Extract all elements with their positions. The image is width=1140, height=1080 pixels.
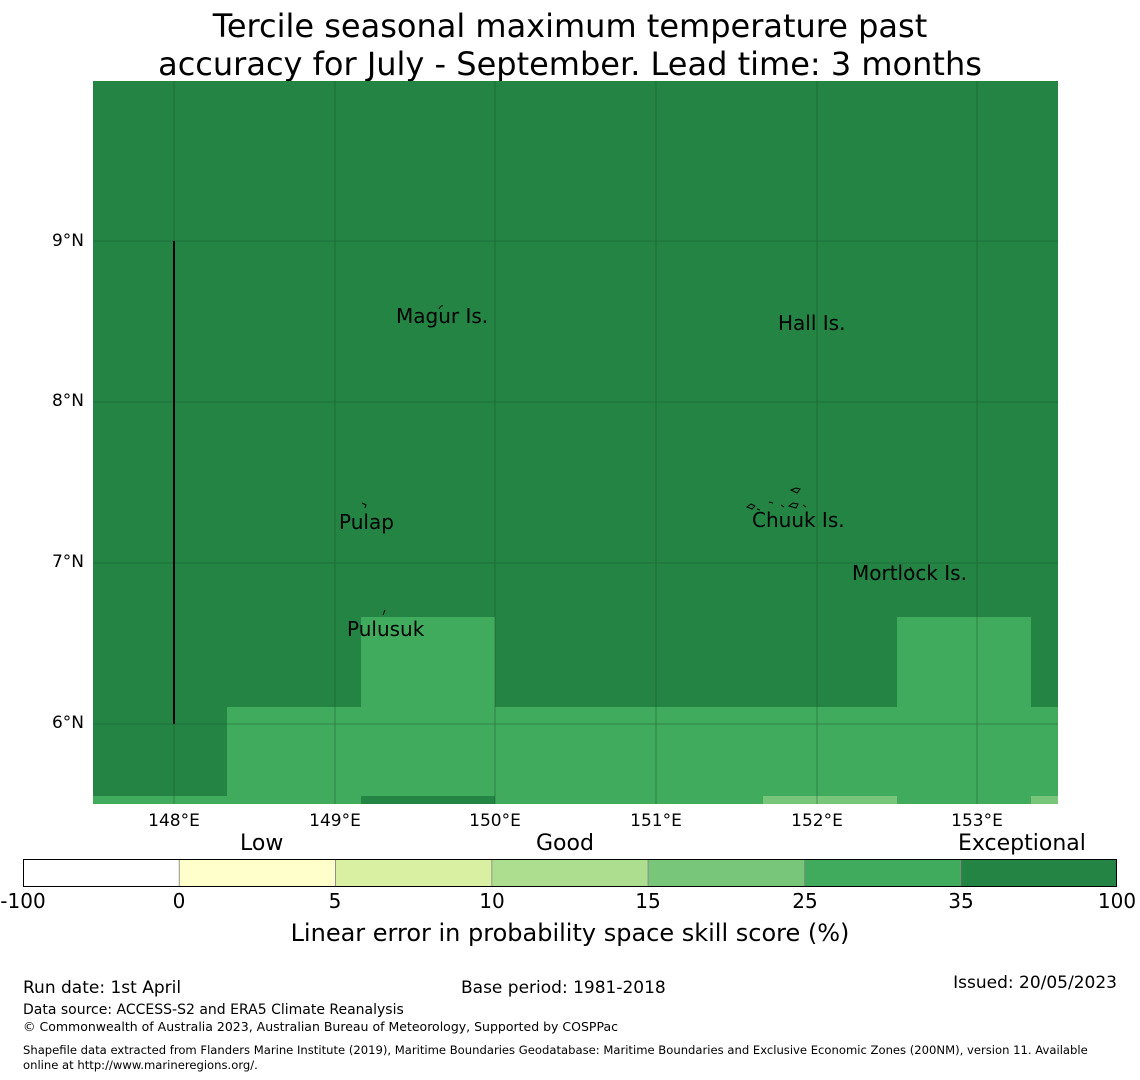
run-date: Run date: 1st April (23, 978, 182, 998)
colorbar-tick-label: -100 (0, 889, 46, 913)
lon-label-153e: 153°E (951, 811, 1003, 831)
skill-cell-exceptional-south (361, 796, 495, 804)
lat-label-8n: 8°N (51, 391, 84, 411)
colorbar-segment (23, 859, 180, 887)
colorbar-title: Linear error in probability space skill … (290, 919, 850, 947)
issued-date: Issued: 20/05/2023 (953, 973, 1117, 993)
colorbar-segment (491, 859, 649, 887)
colorbar-segment (335, 859, 493, 887)
colorbar-segment (178, 859, 336, 887)
lon-label-148e: 148°E (148, 811, 200, 831)
chart-title: Tercile seasonal maximum temperature pas… (0, 7, 1140, 83)
place-label-chuuk: Chuuk Is. (752, 508, 845, 532)
place-label-mortlock: Mortlock Is. (852, 561, 967, 585)
colorbar-label-low: Low (240, 831, 284, 856)
lon-label-152e: 152°E (791, 811, 843, 831)
colorbar (23, 859, 1117, 887)
title-line-1: Tercile seasonal maximum temperature pas… (212, 7, 928, 45)
place-label-magur: Magur Is. (396, 304, 488, 328)
colorbar-segment (647, 859, 805, 887)
colorbar-tick-label: 35 (948, 889, 974, 913)
colorbar-tick-label: 10 (479, 889, 505, 913)
colorbar-tick-label: 100 (1097, 889, 1137, 913)
colorbar-tick-label: 15 (635, 889, 661, 913)
colorbar-border (23, 859, 1117, 887)
colorbar-tick-label: 5 (328, 889, 342, 913)
lon-label-150e: 150°E (469, 811, 521, 831)
colorbar-tick-label: 25 (792, 889, 818, 913)
copyright: © Commonwealth of Australia 2023, Austra… (23, 1019, 618, 1034)
place-label-hall: Hall Is. (778, 311, 845, 335)
base-period: Base period: 1981-2018 (461, 978, 666, 998)
colorbar-label-good: Good (536, 831, 594, 856)
skill-cell-good-mid-edge (1031, 796, 1058, 804)
colorbar-segment (804, 859, 962, 887)
island-outlines (361, 305, 913, 616)
place-label-pulusuk: Pulusuk (347, 617, 425, 641)
title-line-2: accuracy for July - September. Lead time… (158, 45, 982, 83)
lat-label-9n: 9°N (51, 231, 84, 251)
colorbar-segment (960, 859, 1117, 887)
shapefile-credit-line-2: online at http://www.marineregions.org/. (23, 1058, 258, 1072)
skill-map: Magur Is. Hall Is. Pulap Chuuk Is. Mortl… (93, 81, 1058, 804)
place-label-pulap: Pulap (339, 510, 394, 534)
lat-label-6n: 6°N (51, 713, 84, 733)
shapefile-credit-line-1: Shapefile data extracted from Flanders M… (23, 1043, 1088, 1057)
colorbar-tick-label: 0 (172, 889, 186, 913)
data-source: Data source: ACCESS-S2 and ERA5 Climate … (23, 1002, 404, 1018)
skill-cell-good-mid (763, 796, 897, 804)
lat-label-7n: 7°N (51, 552, 84, 572)
colorbar-label-exceptional: Exceptional (958, 831, 1086, 856)
lon-label-151e: 151°E (630, 811, 682, 831)
lon-label-149e: 149°E (309, 811, 361, 831)
